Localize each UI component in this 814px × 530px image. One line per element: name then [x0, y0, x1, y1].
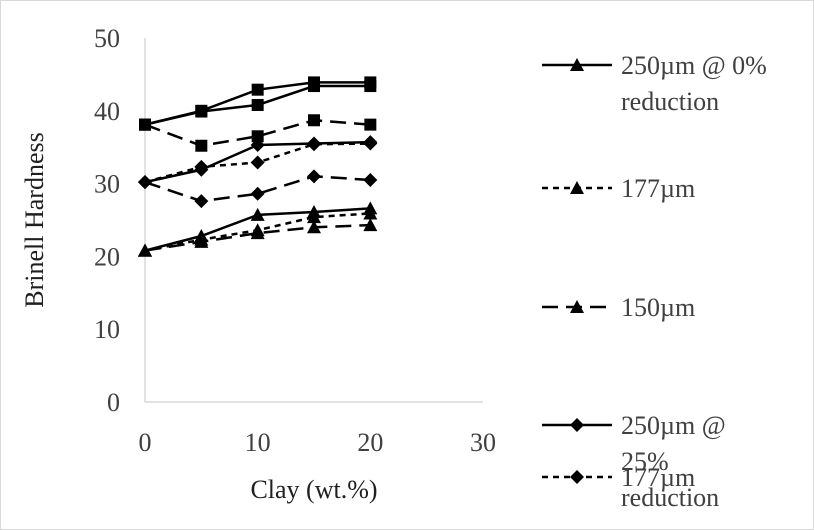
data-point: [194, 194, 209, 209]
legend-label: reduction: [621, 483, 719, 512]
series-line: [144, 119, 371, 148]
data-point: [138, 243, 152, 257]
legend-marker: [570, 58, 584, 71]
legend-entry: 177µm: [542, 463, 695, 492]
legend-label: 250µm @: [621, 411, 726, 440]
data-point: [138, 175, 152, 190]
data-point: [307, 210, 321, 224]
legend-label: reduction: [621, 87, 719, 116]
data-point: [363, 136, 378, 151]
data-point: [363, 172, 378, 187]
y-tick-label: 50: [94, 24, 120, 53]
legend-entry: 250µm @ 25% reduction: [542, 411, 726, 512]
legend-entry: 177µm: [542, 174, 695, 203]
data-point: [307, 137, 321, 152]
series-9: [139, 114, 377, 152]
data-point: [251, 83, 264, 96]
data-point: [307, 169, 321, 184]
legend-marker: [570, 418, 584, 432]
y-tick-label: 0: [107, 388, 120, 417]
y-axis-title: Brinell Hardness: [20, 132, 49, 307]
y-tick-label: 30: [94, 170, 120, 199]
legend-label: 177µm: [621, 174, 695, 203]
legend-marker: [570, 300, 584, 313]
legend-entry: 150µm: [542, 293, 695, 322]
data-point: [250, 226, 265, 240]
data-point: [363, 206, 378, 220]
data-point: [250, 186, 265, 201]
legend-marker: [570, 470, 584, 484]
data-point: [250, 207, 265, 221]
axes: 0 10 20 30 40 50 0 10 20 30: [94, 24, 496, 457]
data-point: [364, 118, 377, 131]
data-point: [307, 220, 321, 234]
data-point: [363, 218, 378, 232]
legend-label: 250µm @ 0%: [621, 51, 767, 80]
legend-label: 150µm: [621, 293, 695, 322]
legend-label: 177µm: [621, 463, 695, 492]
series-3: [138, 218, 378, 257]
series-6: [138, 169, 378, 209]
data-point: [139, 118, 151, 131]
data-point: [194, 234, 209, 248]
data-point: [195, 139, 208, 152]
series-line: [144, 223, 371, 252]
x-axis-title: Clay (wt.%): [250, 475, 377, 504]
series-layer: [138, 76, 378, 257]
y-tick-label: 20: [94, 242, 120, 271]
series-line: [144, 175, 371, 203]
x-tick-label: 20: [357, 428, 383, 457]
data-point: [308, 114, 320, 127]
x-tick-label: 30: [470, 428, 496, 457]
x-tick-label: 0: [139, 428, 152, 457]
data-point: [250, 155, 265, 170]
data-point: [364, 80, 377, 93]
data-point: [194, 159, 209, 174]
data-point: [308, 80, 320, 93]
legend-label: 25%: [621, 447, 669, 476]
data-point: [251, 98, 264, 111]
y-tick-label: 40: [94, 97, 120, 126]
x-tick-label: 10: [245, 428, 271, 457]
data-point: [195, 105, 208, 118]
legend-marker: [570, 181, 584, 194]
legend-entry: 250µm @ 0% reduction: [542, 51, 767, 116]
y-tick-label: 10: [94, 315, 120, 344]
data-point: [251, 130, 264, 143]
